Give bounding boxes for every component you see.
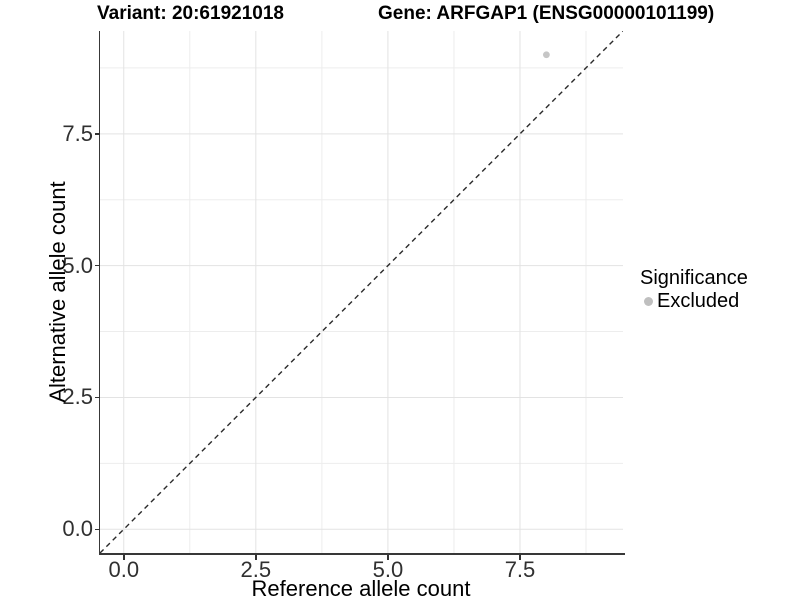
gene-title: Gene: ARFGAP1 (ENSG00000101199) xyxy=(378,3,715,24)
excluded-point-icon xyxy=(644,296,653,306)
y-tick-label: 5.0 xyxy=(62,252,93,278)
x-tick-label: 5.0 xyxy=(372,557,404,582)
x-axis-line xyxy=(98,553,625,555)
x-tick-mark xyxy=(255,555,257,560)
identity-dashed-line xyxy=(100,31,623,553)
x-tick-mark xyxy=(387,555,389,560)
legend-title: Significance xyxy=(640,267,748,289)
y-tick-mark xyxy=(95,528,100,531)
y-tick-label: 7.5 xyxy=(62,120,93,146)
y-axis-line xyxy=(98,31,100,555)
legend: Significance Excluded xyxy=(640,266,748,312)
y-tick-mark xyxy=(95,264,100,267)
x-tick-mark xyxy=(123,555,125,560)
x-tick-label: 0.0 xyxy=(108,557,140,582)
y-axis-title: Alternative allele count xyxy=(45,181,70,403)
x-axis-title: Reference allele count xyxy=(251,576,471,600)
chart-canvas xyxy=(100,31,623,553)
legend-item-label: Excluded xyxy=(657,289,740,312)
variant-title: Variant: 20:61921018 xyxy=(97,3,284,24)
y-tick-mark xyxy=(95,133,100,135)
y-tick-label: 2.5 xyxy=(62,384,93,410)
plot-panel xyxy=(100,31,623,553)
x-tick-label: 7.5 xyxy=(504,557,536,582)
data-point xyxy=(542,51,550,59)
y-tick-label: 0.0 xyxy=(62,516,93,542)
x-tick-label: 2.5 xyxy=(240,557,272,582)
legend-key xyxy=(640,293,657,310)
y-tick-mark xyxy=(95,396,100,399)
legend-item-excluded: Excluded xyxy=(640,290,748,312)
x-tick-mark xyxy=(519,555,521,560)
